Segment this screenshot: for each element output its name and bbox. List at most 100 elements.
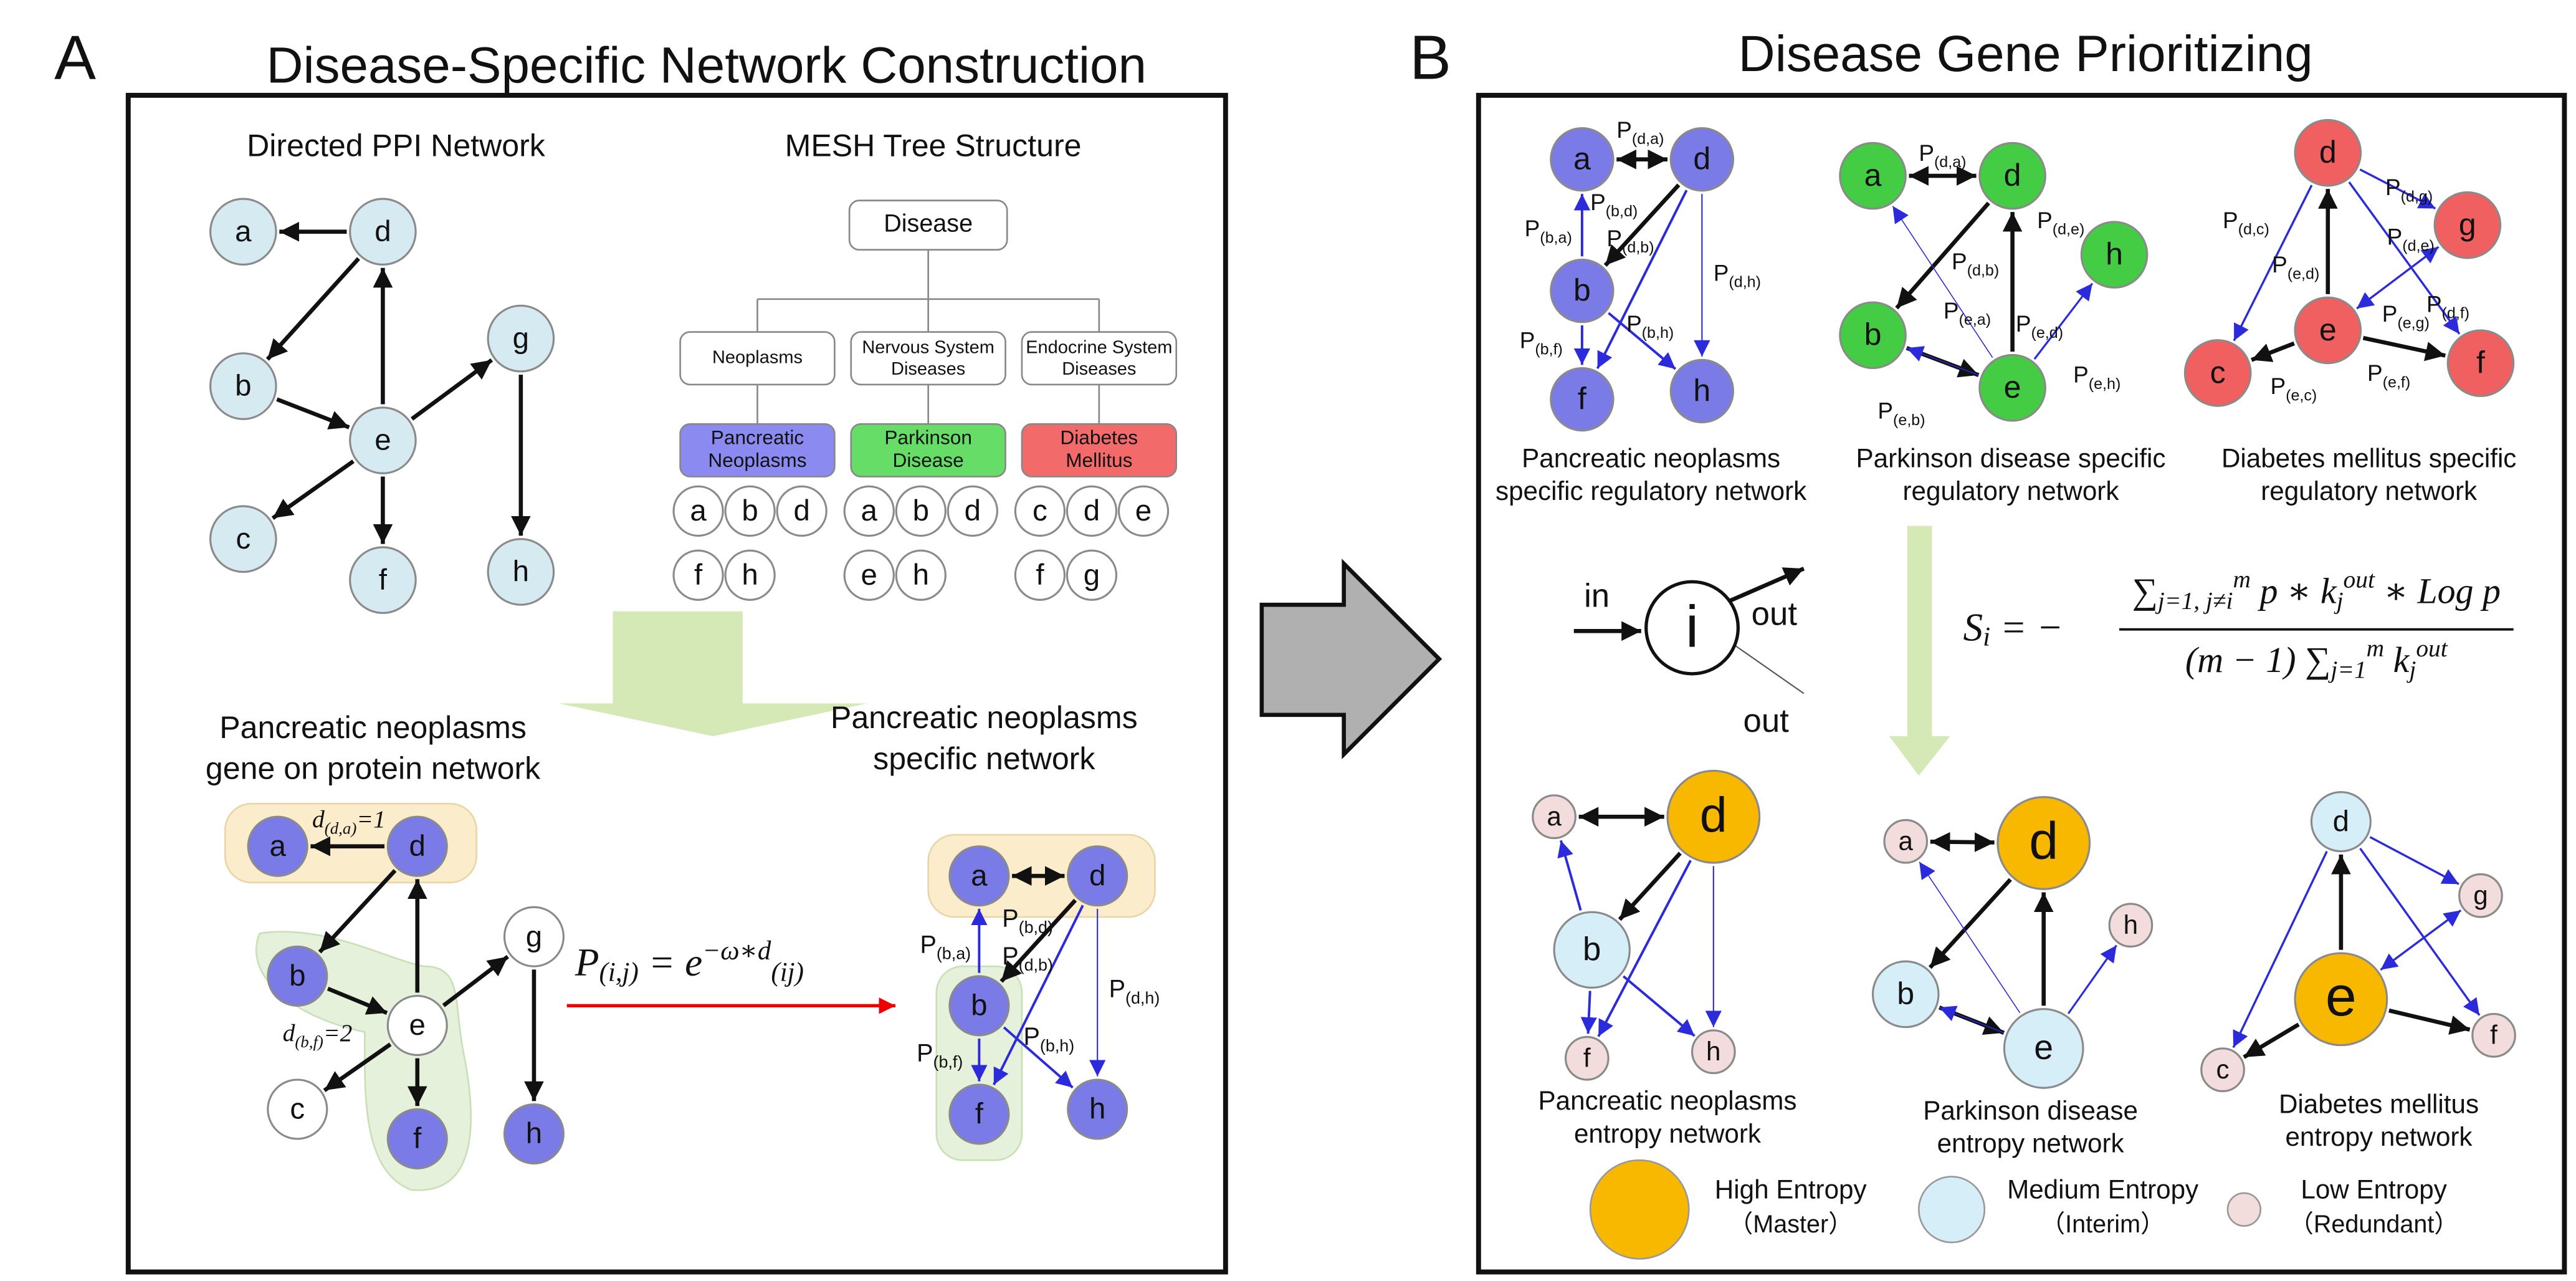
text-part: =2 bbox=[323, 1019, 352, 1047]
text-part: ∑ bbox=[2132, 571, 2158, 612]
text-part: P bbox=[2073, 362, 2089, 387]
category-label: Diseases bbox=[1062, 359, 1136, 379]
section-title: Pancreatic neoplasms bbox=[831, 700, 1138, 735]
node bbox=[1564, 1035, 1610, 1081]
category-label: Endocrine System bbox=[1026, 338, 1172, 358]
text-part: S bbox=[1963, 605, 1983, 649]
text-part: (b,f) bbox=[933, 1053, 963, 1072]
panel-letter: B bbox=[1410, 23, 1451, 93]
edge-label: P(d,b) bbox=[1002, 943, 1053, 974]
node bbox=[349, 198, 417, 266]
text-part: k bbox=[2384, 640, 2410, 680]
node-label: d bbox=[374, 215, 391, 248]
node bbox=[209, 198, 277, 266]
text-part: (d,e) bbox=[2402, 237, 2435, 254]
node bbox=[349, 546, 417, 614]
text-part: = − bbox=[1990, 605, 2063, 649]
text-part: (e,b) bbox=[1893, 411, 1925, 429]
edge bbox=[1003, 1026, 1074, 1089]
text-part: P bbox=[1109, 976, 1125, 1003]
node-label: d bbox=[793, 494, 809, 527]
node bbox=[2183, 339, 2252, 407]
disease-label: Parkinson bbox=[884, 426, 972, 448]
edge bbox=[2356, 246, 2440, 310]
node-label: b bbox=[289, 959, 305, 992]
edge-label: P(e,d) bbox=[2016, 311, 2063, 342]
edge-label: P(e,d) bbox=[2272, 252, 2319, 282]
edge bbox=[276, 397, 350, 429]
node bbox=[2310, 791, 2372, 853]
node bbox=[1067, 845, 1128, 907]
node-label: g bbox=[2473, 881, 2488, 910]
edge bbox=[993, 904, 1084, 1086]
node-label: f bbox=[2490, 1020, 2497, 1050]
node bbox=[1669, 127, 1735, 192]
text-part: m bbox=[2233, 565, 2250, 593]
text-part: out bbox=[2344, 565, 2375, 593]
edge-label: P(e,h) bbox=[2073, 362, 2120, 392]
node-label: b bbox=[1864, 317, 1882, 352]
edge-label: P(e,a) bbox=[1944, 298, 1991, 329]
node-label: f bbox=[2476, 345, 2485, 380]
text-part: P bbox=[2016, 311, 2031, 337]
edge bbox=[2243, 1022, 2300, 1059]
tree-root: Disease bbox=[884, 210, 973, 237]
node-label: g bbox=[526, 920, 542, 953]
text-part: (d,a) bbox=[325, 819, 357, 838]
node bbox=[1996, 796, 2091, 890]
edge bbox=[999, 898, 1077, 983]
edge bbox=[265, 257, 360, 361]
text-part: (d,a) bbox=[1632, 130, 1664, 148]
text-part: (b,h) bbox=[1642, 324, 1674, 342]
legend-swatch bbox=[1918, 1176, 1986, 1244]
node bbox=[895, 485, 947, 537]
node bbox=[1067, 1078, 1128, 1140]
edge bbox=[271, 459, 355, 520]
network-caption: Parkinson disease bbox=[1923, 1096, 2138, 1125]
node bbox=[247, 815, 308, 877]
edge bbox=[1603, 183, 1681, 267]
edge bbox=[1608, 312, 1677, 370]
section-title: Directed PPI Network bbox=[247, 128, 546, 163]
node bbox=[776, 485, 828, 537]
node-label: e bbox=[409, 1009, 426, 1042]
node-label: b bbox=[971, 989, 987, 1022]
text-part: P bbox=[575, 941, 599, 984]
edge-label: P(d,a) bbox=[1616, 117, 1664, 148]
text-part: (d,h) bbox=[1125, 989, 1160, 1007]
node-label: c bbox=[236, 522, 250, 555]
disease-label: Pancreatic bbox=[711, 426, 804, 448]
node bbox=[1066, 549, 1118, 601]
text-part: (i,j) bbox=[599, 957, 638, 987]
panel-a-frame bbox=[125, 92, 1228, 1275]
node bbox=[724, 549, 776, 601]
text-part: (d,h) bbox=[1729, 273, 1761, 290]
node-label: b bbox=[742, 494, 758, 527]
text-part: ∗ Log p bbox=[2375, 571, 2501, 612]
node bbox=[1666, 769, 1761, 864]
text-part: (m − 1) ∑ bbox=[2185, 640, 2330, 680]
disease-label: Disease bbox=[893, 449, 964, 471]
text-part: P bbox=[2271, 373, 2286, 399]
legend-note: （Interim） bbox=[2041, 1211, 2165, 1238]
text-part: P bbox=[1002, 905, 1018, 933]
legend-swatch bbox=[2226, 1192, 2262, 1227]
text-part: P bbox=[2382, 301, 2398, 327]
edge-label: P(d,h) bbox=[1714, 260, 1761, 290]
node-label: f bbox=[413, 1122, 422, 1155]
node-label: c bbox=[2210, 355, 2226, 390]
disease-label: Mellitus bbox=[1066, 449, 1132, 471]
port-label: out bbox=[1752, 596, 1798, 633]
node-label: h bbox=[526, 1117, 542, 1150]
node-label: f bbox=[1578, 381, 1586, 416]
network-caption: entropy network bbox=[1574, 1119, 1762, 1148]
node-label: a bbox=[690, 494, 707, 527]
edge bbox=[1622, 975, 1696, 1037]
edge-label: P(e,f) bbox=[2367, 360, 2410, 391]
disease-box bbox=[679, 423, 836, 477]
node-label: e bbox=[861, 559, 877, 592]
node bbox=[1553, 911, 1631, 989]
text-part: (b,a) bbox=[1540, 229, 1572, 246]
edge-label: P(d,c) bbox=[2223, 208, 2269, 238]
node-label: f bbox=[1583, 1044, 1591, 1073]
